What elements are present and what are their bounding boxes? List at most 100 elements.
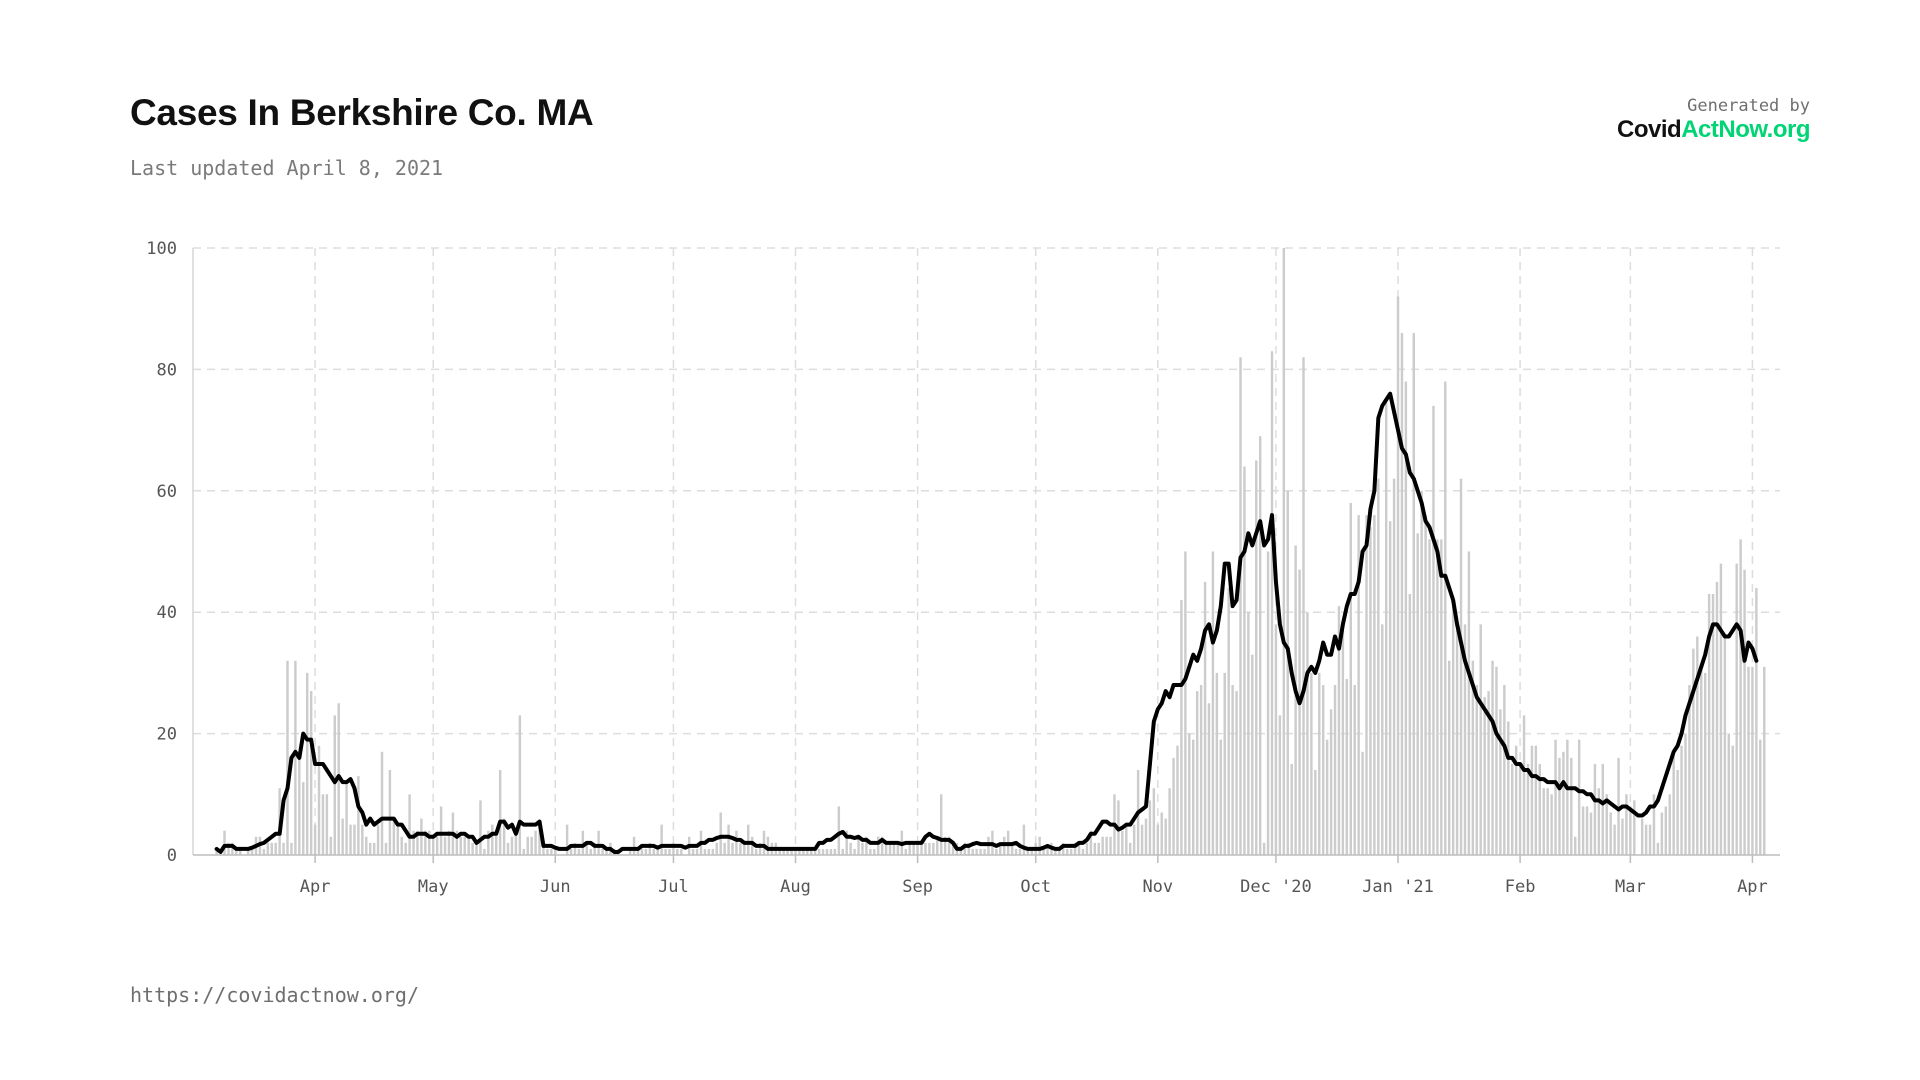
daily-cases-bar: [1251, 654, 1254, 855]
daily-cases-bar: [518, 715, 522, 855]
daily-cases-bar: [782, 848, 785, 855]
last-updated-text: Last updated April 8, 2021: [130, 156, 444, 180]
daily-cases-bar: [1054, 848, 1057, 855]
daily-cases-bar: [404, 842, 407, 855]
daily-cases-bar: [597, 830, 600, 855]
daily-cases-bar: [778, 848, 781, 855]
daily-cases-bar: [1176, 745, 1179, 855]
daily-cases-bar: [857, 836, 860, 855]
x-tick-label: Mar: [1615, 877, 1646, 897]
x-tick-label: May: [418, 877, 449, 897]
daily-cases-bar: [565, 824, 569, 855]
daily-cases-bar: [652, 848, 655, 855]
daily-cases-bar: [286, 660, 289, 855]
daily-cases-bar: [1625, 794, 1628, 855]
daily-cases-bar: [1412, 332, 1415, 856]
daily-cases-bar: [1483, 697, 1486, 855]
daily-cases-bar: [1601, 763, 1605, 855]
daily-cases-bar: [995, 848, 998, 855]
daily-cases-bar: [1195, 691, 1199, 855]
daily-cases-bar: [475, 842, 478, 855]
daily-cases-bar: [435, 836, 439, 855]
daily-cases-bar: [802, 848, 805, 855]
x-tick-label: Jan '21: [1362, 877, 1434, 897]
daily-cases-bar: [707, 848, 711, 855]
daily-cases-bar: [672, 842, 675, 855]
daily-cases-bar: [235, 848, 238, 855]
daily-cases-bar: [309, 691, 313, 855]
daily-cases-bar: [1066, 848, 1069, 855]
daily-cases-bar: [786, 848, 789, 855]
daily-cases-bar: [530, 836, 533, 855]
daily-cases-bar: [1451, 606, 1455, 855]
daily-cases-bar: [936, 836, 939, 855]
daily-cases-bar: [1723, 636, 1727, 855]
daily-cases-bar: [1388, 521, 1392, 855]
daily-cases-bar: [1211, 551, 1215, 855]
daily-cases-bar: [1436, 539, 1439, 855]
daily-cases-bar: [538, 824, 541, 855]
daily-cases-bar: [1680, 745, 1683, 855]
daily-cases-bar: [1577, 739, 1581, 855]
daily-cases-bar: [1337, 606, 1341, 855]
daily-cases-bar: [1318, 672, 1321, 855]
daily-cases-bar: [668, 848, 671, 855]
daily-cases-bar: [384, 842, 388, 855]
daily-cases-bar: [1617, 757, 1620, 855]
daily-cases-bar: [1069, 848, 1073, 855]
daily-cases-bar: [979, 848, 982, 855]
daily-cases-bar: [439, 806, 443, 855]
daily-cases-bar: [735, 830, 738, 855]
daily-cases-bar: [1325, 739, 1329, 855]
y-tick-label: 60: [157, 482, 177, 502]
daily-cases-bar: [1302, 357, 1305, 855]
daily-cases-bar: [1132, 824, 1136, 855]
grid-layer: [193, 247, 1780, 855]
daily-cases-bar: [676, 848, 679, 855]
daily-cases-bar: [1676, 770, 1679, 855]
daily-cases-bar: [502, 818, 506, 855]
daily-cases-bar: [542, 842, 545, 855]
daily-cases-bar: [1278, 715, 1282, 855]
daily-cases-bar: [1310, 672, 1313, 855]
daily-cases-bar: [361, 824, 364, 855]
daily-cases-bar: [1511, 763, 1514, 855]
daily-cases-bar: [1156, 824, 1160, 855]
daily-cases-bar: [1640, 818, 1644, 855]
daily-cases-bar: [1692, 648, 1695, 855]
daily-cases-bar: [1668, 794, 1671, 855]
daily-cases-bar: [270, 842, 273, 855]
daily-cases-bar: [829, 848, 833, 855]
daily-cases-bar: [1471, 660, 1475, 855]
daily-cases-bar: [1747, 666, 1750, 855]
daily-cases-bar: [908, 842, 911, 855]
daily-cases-bar: [601, 848, 604, 855]
daily-cases-bar: [396, 824, 399, 855]
daily-cases-bar: [1314, 770, 1317, 855]
daily-cases-bar: [1581, 806, 1585, 855]
daily-cases-bar: [1652, 794, 1656, 855]
daily-cases-bar: [1534, 745, 1538, 855]
y-tick-label: 0: [167, 846, 177, 866]
x-tick-label: Jul: [658, 877, 689, 897]
daily-cases-bar: [1707, 593, 1711, 855]
daily-cases-bar: [1022, 824, 1026, 855]
daily-cases-bar: [731, 842, 734, 855]
daily-cases-bar: [1700, 666, 1703, 855]
daily-cases-bar: [648, 842, 652, 855]
daily-cases-bar: [904, 848, 907, 855]
daily-cases-bar: [1046, 848, 1049, 855]
daily-cases-bar: [605, 848, 608, 855]
x-tick-label: Jun: [540, 877, 571, 897]
daily-cases-bar: [1444, 381, 1447, 855]
daily-cases-bar: [1042, 848, 1045, 855]
daily-cases-bar: [640, 848, 644, 855]
daily-cases-bar: [1223, 672, 1226, 855]
daily-cases-bar: [262, 848, 266, 855]
daily-cases-bar: [845, 830, 848, 855]
daily-cases-bar: [302, 782, 305, 855]
daily-cases-bar: [1125, 824, 1128, 855]
daily-cases-bar: [1148, 800, 1152, 855]
daily-cases-bar: [1199, 685, 1203, 855]
daily-cases-bar: [1349, 502, 1352, 855]
